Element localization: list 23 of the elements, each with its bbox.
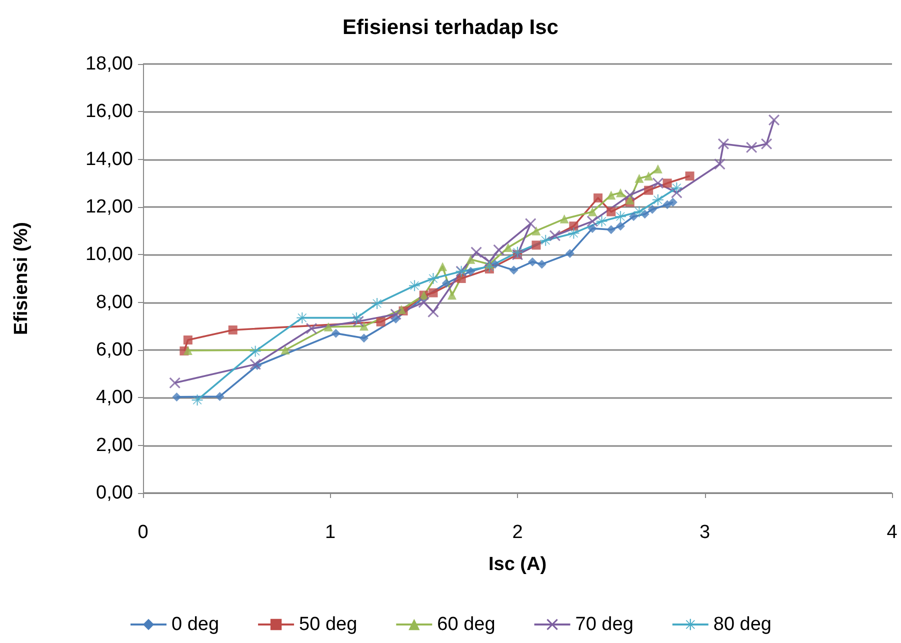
x-tick-label: 1	[324, 522, 336, 543]
chart-title: Efisiensi terhadap Isc	[342, 16, 559, 39]
x-tick-label: 4	[886, 522, 898, 543]
y-tick-label: 18,00	[85, 54, 133, 74]
y-tick-label: 0,00	[96, 482, 133, 504]
legend-label: 50 deg	[299, 614, 358, 635]
y-tick-label: 14,00	[85, 148, 133, 170]
y-tick-label: 8,00	[96, 292, 133, 313]
y-tick-label: 2,00	[96, 434, 133, 456]
y-tick-label: 12,00	[85, 196, 133, 218]
y-tick-label: 10,00	[85, 244, 133, 266]
x-tick-label: 0	[138, 522, 148, 543]
y-tick-label: 16,00	[85, 101, 133, 122]
legend-label: 0 deg	[172, 614, 220, 635]
legend-label: 70 deg	[575, 614, 634, 635]
y-tick-label: 4,00	[96, 387, 133, 408]
y-axis-title: Efisiensi (%)	[11, 222, 32, 335]
legend-label: 60 deg	[437, 614, 496, 635]
y-tick-label: 6,00	[96, 340, 133, 360]
x-axis-title: Isc (A)	[488, 554, 547, 575]
x-tick-label: 2	[512, 522, 523, 543]
x-tick-label: 3	[699, 522, 710, 543]
legend-label: 80 deg	[713, 614, 772, 635]
